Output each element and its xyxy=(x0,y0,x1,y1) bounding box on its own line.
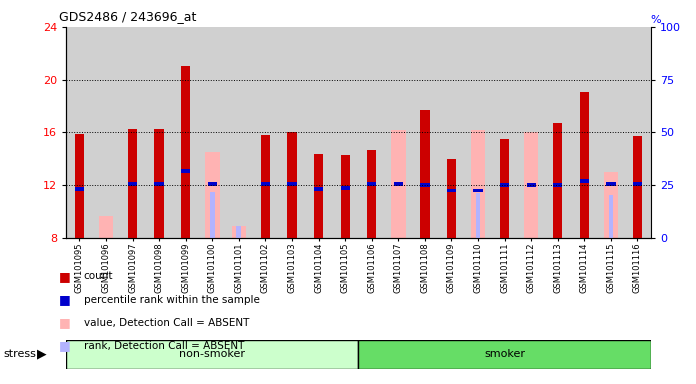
Bar xyxy=(332,27,358,238)
Bar xyxy=(74,134,84,238)
Bar xyxy=(580,91,589,238)
Bar xyxy=(385,27,411,238)
Bar xyxy=(438,27,465,238)
Bar xyxy=(99,216,113,238)
Text: ■: ■ xyxy=(59,316,71,329)
Bar xyxy=(473,189,483,192)
Bar xyxy=(553,184,562,187)
Text: rank, Detection Call = ABSENT: rank, Detection Call = ABSENT xyxy=(84,341,244,351)
Bar xyxy=(624,27,651,238)
Bar xyxy=(314,154,323,238)
Bar xyxy=(287,182,296,186)
Bar xyxy=(571,27,598,238)
Bar xyxy=(199,27,226,238)
Bar xyxy=(394,182,403,186)
Bar xyxy=(367,150,377,238)
Bar xyxy=(155,129,164,238)
Bar xyxy=(128,182,137,186)
Text: ■: ■ xyxy=(59,293,71,306)
Bar xyxy=(278,27,306,238)
Bar xyxy=(500,184,509,187)
Bar xyxy=(555,195,560,238)
Bar xyxy=(553,123,562,238)
Text: %: % xyxy=(651,15,661,25)
Bar xyxy=(447,189,456,192)
Bar xyxy=(447,159,456,238)
Bar xyxy=(603,172,618,238)
Bar xyxy=(66,27,93,238)
Bar xyxy=(155,182,164,186)
Bar xyxy=(226,27,252,238)
Bar xyxy=(93,27,119,238)
Text: ■: ■ xyxy=(59,270,71,283)
Bar xyxy=(66,340,358,369)
Bar xyxy=(633,136,642,238)
Bar xyxy=(420,184,429,187)
Bar xyxy=(173,27,199,238)
Bar xyxy=(500,139,509,238)
Text: non-smoker: non-smoker xyxy=(180,349,245,359)
Text: stress: stress xyxy=(3,349,36,359)
Bar xyxy=(526,184,536,187)
Bar xyxy=(261,135,270,238)
Bar xyxy=(358,340,651,369)
Bar xyxy=(232,226,246,238)
Bar xyxy=(465,27,491,238)
Bar xyxy=(524,132,539,238)
Text: percentile rank within the sample: percentile rank within the sample xyxy=(84,295,260,305)
Bar xyxy=(128,129,137,238)
Bar xyxy=(518,27,544,238)
Bar xyxy=(475,193,480,238)
Text: ■: ■ xyxy=(59,339,71,352)
Text: count: count xyxy=(84,271,113,281)
Bar xyxy=(340,186,350,190)
Bar xyxy=(580,179,589,183)
Text: ▶: ▶ xyxy=(37,348,47,361)
Bar xyxy=(598,27,624,238)
Bar xyxy=(367,182,377,186)
Text: value, Detection Call = ABSENT: value, Detection Call = ABSENT xyxy=(84,318,249,328)
Bar xyxy=(470,130,485,238)
Bar xyxy=(287,132,296,238)
Bar xyxy=(210,192,214,238)
Bar xyxy=(633,182,642,186)
Bar xyxy=(306,27,332,238)
Bar xyxy=(391,130,406,238)
Bar xyxy=(411,27,438,238)
Bar xyxy=(544,27,571,238)
Bar xyxy=(252,27,278,238)
Bar xyxy=(420,110,429,238)
Bar xyxy=(207,182,217,186)
Bar xyxy=(237,226,242,238)
Bar xyxy=(119,27,146,238)
Bar xyxy=(358,27,385,238)
Bar xyxy=(146,27,173,238)
Bar xyxy=(608,195,613,238)
Text: GDS2486 / 243696_at: GDS2486 / 243696_at xyxy=(59,10,196,23)
Bar xyxy=(491,27,518,238)
Bar xyxy=(181,169,190,173)
Bar xyxy=(205,152,219,238)
Bar xyxy=(261,182,270,186)
Text: smoker: smoker xyxy=(484,349,525,359)
Bar xyxy=(181,66,190,238)
Bar xyxy=(314,187,323,191)
Bar xyxy=(340,155,350,238)
Bar xyxy=(606,182,615,186)
Bar xyxy=(74,187,84,191)
